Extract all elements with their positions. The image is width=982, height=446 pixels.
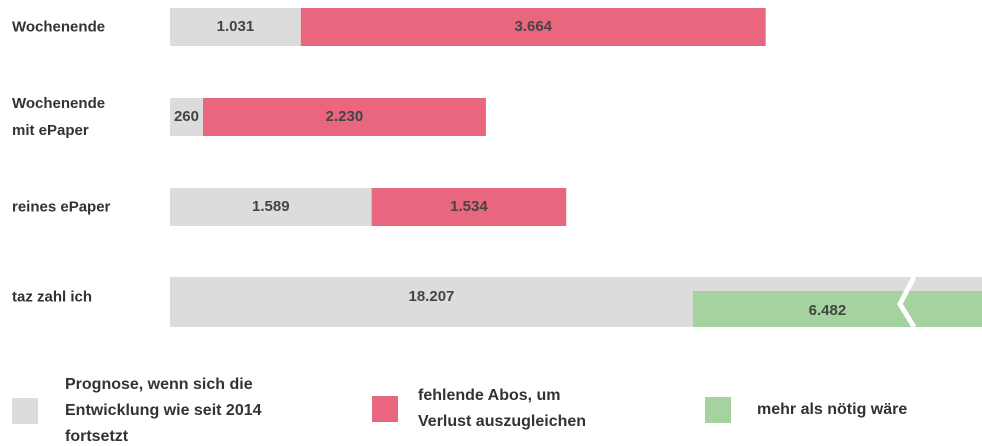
legend-swatch: [705, 397, 731, 423]
legend-label: Prognose, wenn sich die Entwicklung wie …: [65, 376, 262, 445]
bar-segment: [170, 188, 372, 226]
value-label: 260: [174, 108, 199, 125]
value-label: 3.664: [514, 18, 552, 35]
value-label: 1.534: [450, 198, 488, 215]
bar-segment: [170, 98, 203, 136]
bar-segment: [202, 98, 486, 136]
category-label: reines ePaper: [12, 198, 111, 216]
value-label: 18.207: [409, 288, 455, 305]
value-label: 1.031: [217, 18, 255, 35]
bar-segment: [170, 8, 301, 46]
category-label: taz zahl ich: [12, 288, 93, 306]
legend-swatch: [12, 398, 38, 424]
value-label: 2.230: [326, 108, 364, 125]
axis-break: [897, 275, 917, 329]
bar-segment: [300, 8, 766, 46]
legend-label: mehr als nötig wäre: [757, 401, 908, 418]
value-label: 6.482: [809, 302, 847, 319]
bar-overlay: [692, 291, 982, 327]
value-label: 1.589: [252, 198, 290, 215]
legend-label: fehlende Abos, um Verlust auszugleichen: [418, 387, 587, 430]
legend-swatch: [372, 396, 398, 422]
bar-segment: [371, 188, 567, 226]
category-label: Wochenende mit ePaper: [12, 95, 106, 139]
category-label: Wochenende: [12, 18, 106, 36]
